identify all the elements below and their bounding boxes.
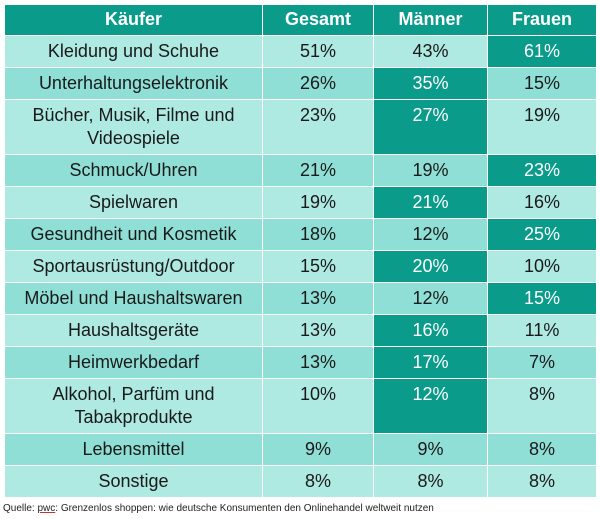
- cell-gesamt: 19%: [262, 186, 374, 219]
- column-header-gesamt: Gesamt: [262, 4, 374, 36]
- cell-frauen: 8%: [487, 465, 597, 498]
- cell-gesamt: 15%: [262, 250, 374, 283]
- cell-frauen: 19%: [487, 99, 597, 155]
- table-body: Kleidung und Schuhe 51% 43% 61% Unterhaltung…: [4, 35, 597, 498]
- row-label: Unterhaltungselektronik: [4, 67, 263, 100]
- table-row: Unterhaltungselektronik 26% 35% 15%: [4, 67, 597, 100]
- cell-gesamt: 10%: [262, 378, 374, 434]
- cell-gesamt: 13%: [262, 314, 374, 347]
- cell-maenner: 43%: [373, 35, 488, 68]
- cell-maenner: 21%: [373, 186, 488, 219]
- cell-gesamt: 21%: [262, 154, 374, 187]
- source-prefix: Quelle:: [3, 503, 38, 514]
- row-label: Spielwaren: [4, 186, 263, 219]
- table-row: Schmuck/Uhren 21% 19% 23%: [4, 154, 597, 187]
- table-row: Haushaltsgeräte 13% 16% 11%: [4, 314, 597, 347]
- cell-frauen: 25%: [487, 218, 597, 251]
- table-row: Sonstige 8% 8% 8%: [4, 465, 597, 498]
- row-label: Gesundheit und Kosmetik: [4, 218, 263, 251]
- data-table: Käufer Gesamt Männer Frauen Kleidung und…: [4, 4, 597, 498]
- table-row: Heimwerkbedarf 13% 17% 7%: [4, 346, 597, 379]
- cell-gesamt: 8%: [262, 465, 374, 498]
- cell-maenner: 12%: [373, 378, 488, 434]
- header-row: Käufer Gesamt Männer Frauen: [4, 4, 597, 36]
- cell-gesamt: 26%: [262, 67, 374, 100]
- row-label: Schmuck/Uhren: [4, 154, 263, 187]
- table-row: Möbel und Haushaltswaren 13% 12% 15%: [4, 282, 597, 315]
- source-suffix: : Grenzenlos shoppen: wie deutsche Konsu…: [55, 503, 434, 514]
- cell-maenner: 20%: [373, 250, 488, 283]
- column-header-frauen: Frauen: [487, 4, 597, 36]
- table-row: Gesundheit und Kosmetik 18% 12% 25%: [4, 218, 597, 251]
- table-row: Sportausrüstung/Outdoor 15% 20% 10%: [4, 250, 597, 283]
- table-row: Spielwaren 19% 21% 16%: [4, 186, 597, 219]
- row-label: Kleidung und Schuhe: [4, 35, 263, 68]
- table-row: Alkohol, Parfüm und Tabakprodukte 10% 12% 8…: [4, 378, 597, 434]
- cell-frauen: 8%: [487, 433, 597, 466]
- cell-gesamt: 23%: [262, 99, 374, 155]
- cell-frauen: 11%: [487, 314, 597, 347]
- cell-maenner: 12%: [373, 282, 488, 315]
- row-label: Alkohol, Parfüm und Tabakprodukte: [4, 378, 263, 434]
- row-label: Sportausrüstung/Outdoor: [4, 250, 263, 283]
- cell-frauen: 8%: [487, 378, 597, 434]
- cell-maenner: 9%: [373, 433, 488, 466]
- table-row: Bücher, Musik, Filme und Videospiele 23% 2…: [4, 99, 597, 155]
- cell-maenner: 35%: [373, 67, 488, 100]
- cell-maenner: 8%: [373, 465, 488, 498]
- row-label: Möbel und Haushaltswaren: [4, 282, 263, 315]
- row-label: Bücher, Musik, Filme und Videospiele: [4, 99, 263, 155]
- cell-gesamt: 51%: [262, 35, 374, 68]
- cell-frauen: 15%: [487, 67, 597, 100]
- cell-frauen: 15%: [487, 282, 597, 315]
- row-label: Heimwerkbedarf: [4, 346, 263, 379]
- source-note: Quelle: pwc: Grenzenlos shoppen: wie deu…: [3, 502, 434, 516]
- cell-frauen: 7%: [487, 346, 597, 379]
- row-label: Haushaltsgeräte: [4, 314, 263, 347]
- cell-gesamt: 13%: [262, 282, 374, 315]
- row-label: Lebensmittel: [4, 433, 263, 466]
- cell-frauen: 10%: [487, 250, 597, 283]
- cell-maenner: 27%: [373, 99, 488, 155]
- cell-frauen: 61%: [487, 35, 597, 68]
- cell-gesamt: 18%: [262, 218, 374, 251]
- cell-frauen: 16%: [487, 186, 597, 219]
- cell-maenner: 19%: [373, 154, 488, 187]
- column-header-maenner: Männer: [373, 4, 488, 36]
- cell-maenner: 17%: [373, 346, 488, 379]
- cell-gesamt: 13%: [262, 346, 374, 379]
- cell-gesamt: 9%: [262, 433, 374, 466]
- table-row: Lebensmittel 9% 9% 8%: [4, 433, 597, 466]
- cell-maenner: 16%: [373, 314, 488, 347]
- row-label: Sonstige: [4, 465, 263, 498]
- cell-maenner: 12%: [373, 218, 488, 251]
- table-row: Kleidung und Schuhe 51% 43% 61%: [4, 35, 597, 68]
- source-publisher: pwc: [37, 503, 56, 514]
- column-header-kaeufer: Käufer: [4, 4, 263, 36]
- cell-frauen: 23%: [487, 154, 597, 187]
